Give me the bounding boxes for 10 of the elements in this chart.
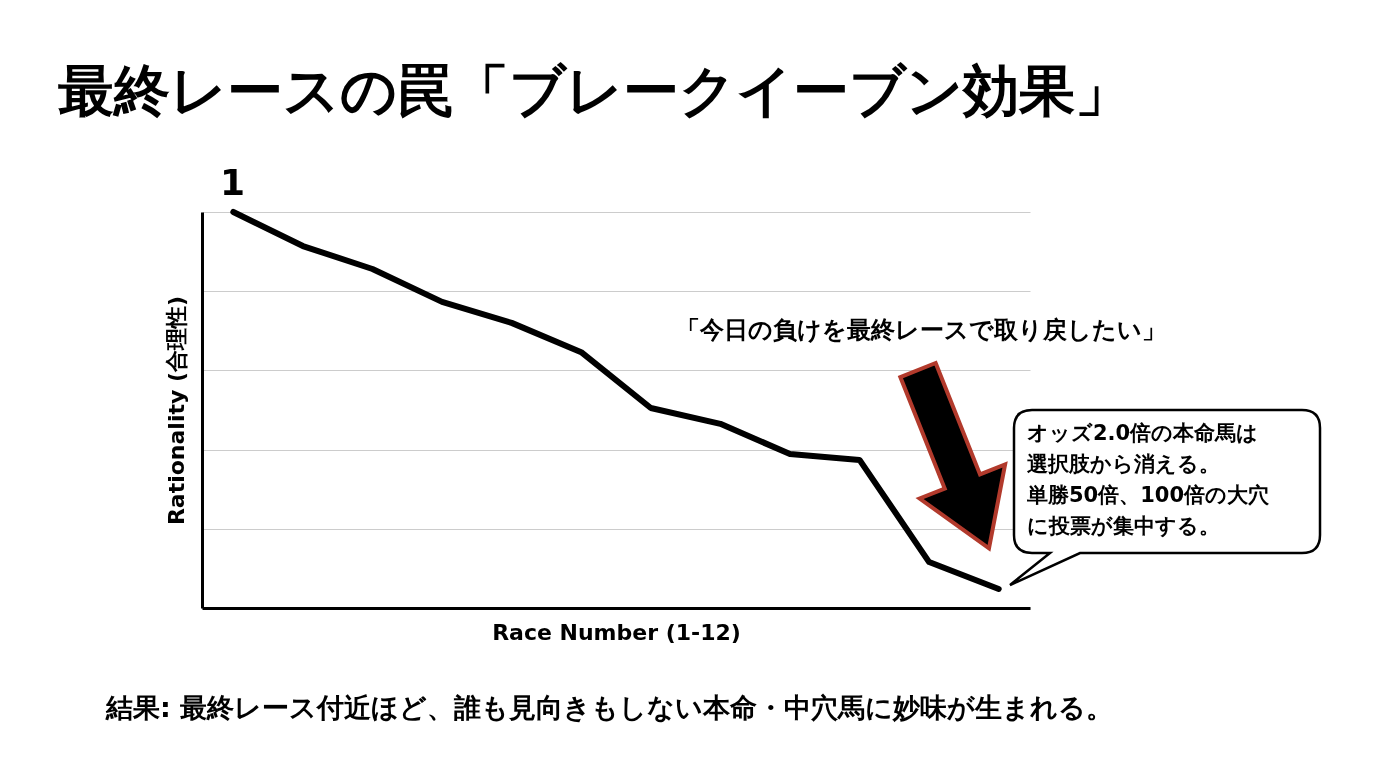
text: 結果: 最終レース付近ほど、誰も見向きもしない本命・中穴馬に妙味が生まれる。 xyxy=(106,691,1114,725)
annotation: に投票が集中する。 xyxy=(1027,513,1220,540)
annotation: 選択肢から消える。 xyxy=(1027,451,1220,478)
annotation: 「今日の負けを最終レースで取り戻したい」 xyxy=(676,315,1166,346)
annotation: オッズ2.0倍の本命馬は xyxy=(1027,420,1259,447)
x-axis-title: Race Number (1-12) xyxy=(492,619,741,645)
annotation: 単勝50倍、100倍の大穴 xyxy=(1027,482,1270,509)
y-axis-title: Rationality (合理性) xyxy=(163,295,189,526)
chart-title: 最終レースの罠「ブレークイーブン効果」 xyxy=(58,57,1131,125)
text: 1 xyxy=(220,162,246,203)
